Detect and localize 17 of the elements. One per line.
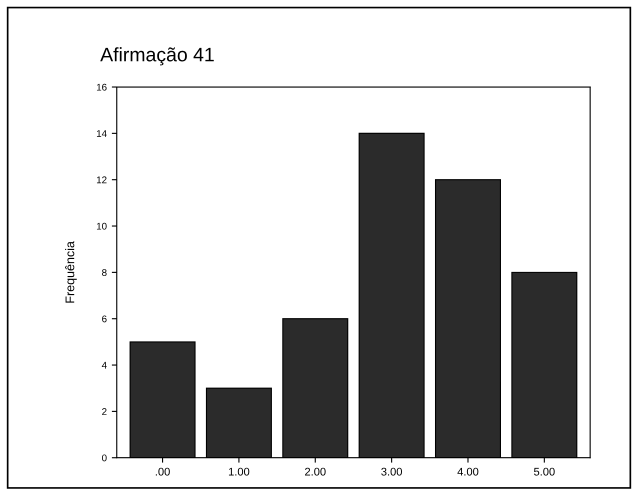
y-tick-label: 12	[96, 176, 107, 184]
x-tick-label: 2.00	[305, 468, 326, 476]
x-tick-label: .00	[156, 468, 170, 476]
y-tick-label: 4	[102, 362, 107, 369]
y-tick-label: 0	[102, 454, 107, 462]
x-tick-label: 1.00	[228, 468, 250, 476]
chart-title: Afirmação 41	[100, 47, 214, 66]
x-tick-label: 4.00	[457, 468, 478, 476]
y-tick-label: 16	[96, 84, 107, 91]
y-axis-title: Frequência	[65, 241, 77, 303]
y-tick-label: 2	[102, 408, 107, 415]
y-tick-label: 10	[96, 222, 107, 230]
x-tick-label: 3.00	[381, 468, 402, 476]
y-tick-label: 6	[102, 315, 107, 322]
y-tick-label: 14	[96, 130, 107, 137]
x-tick-label: 5.00	[534, 468, 555, 476]
y-tick-label: 8	[102, 269, 107, 276]
